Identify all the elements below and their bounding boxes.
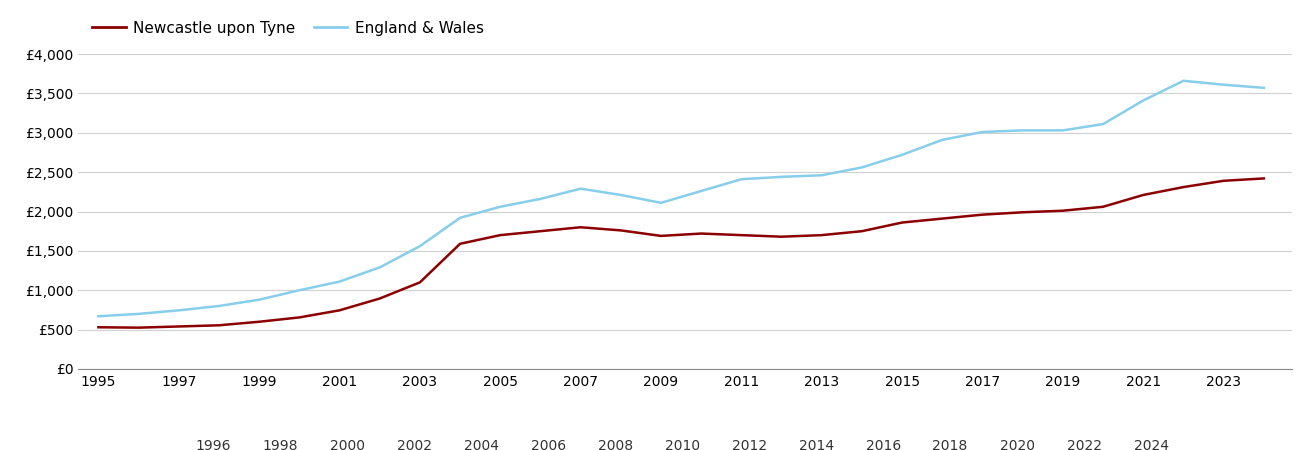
Text: 2024: 2024: [1134, 439, 1168, 450]
Newcastle upon Tyne: [1176, 184, 1191, 190]
England & Wales: [291, 288, 307, 293]
Text: 1998: 1998: [262, 439, 298, 450]
England & Wales: [412, 243, 428, 249]
Newcastle upon Tyne: [1216, 178, 1232, 184]
Newcastle upon Tyne: [412, 279, 428, 285]
Newcastle upon Tyne: [613, 228, 629, 233]
England & Wales: [1015, 128, 1031, 133]
England & Wales: [774, 174, 790, 180]
Newcastle upon Tyne: [693, 231, 709, 236]
England & Wales: [693, 188, 709, 194]
England & Wales: [934, 137, 950, 143]
England & Wales: [975, 129, 990, 135]
Text: 2022: 2022: [1066, 439, 1101, 450]
Legend: Newcastle upon Tyne, England & Wales: Newcastle upon Tyne, England & Wales: [86, 14, 491, 41]
Text: 2000: 2000: [330, 439, 365, 450]
England & Wales: [453, 215, 468, 220]
Newcastle upon Tyne: [1135, 192, 1151, 198]
England & Wales: [1054, 128, 1070, 133]
England & Wales: [1176, 78, 1191, 84]
England & Wales: [90, 314, 106, 319]
Newcastle upon Tyne: [211, 323, 227, 328]
England & Wales: [171, 308, 187, 313]
England & Wales: [331, 279, 347, 284]
Newcastle upon Tyne: [331, 308, 347, 313]
Newcastle upon Tyne: [453, 241, 468, 247]
England & Wales: [1095, 122, 1111, 127]
Newcastle upon Tyne: [573, 225, 589, 230]
Text: 2016: 2016: [865, 439, 900, 450]
Newcastle upon Tyne: [934, 216, 950, 221]
Newcastle upon Tyne: [171, 324, 187, 329]
Newcastle upon Tyne: [1054, 208, 1070, 213]
England & Wales: [613, 192, 629, 198]
England & Wales: [894, 152, 910, 158]
Newcastle upon Tyne: [1015, 210, 1031, 215]
England & Wales: [1216, 82, 1232, 87]
England & Wales: [853, 165, 869, 170]
England & Wales: [814, 172, 830, 178]
Text: 2010: 2010: [664, 439, 699, 450]
Newcastle upon Tyne: [894, 220, 910, 225]
Newcastle upon Tyne: [372, 296, 388, 301]
Newcastle upon Tyne: [774, 234, 790, 239]
Text: 2002: 2002: [397, 439, 432, 450]
Newcastle upon Tyne: [90, 324, 106, 330]
England & Wales: [372, 265, 388, 270]
Newcastle upon Tyne: [492, 232, 508, 238]
Text: 2020: 2020: [1000, 439, 1035, 450]
Newcastle upon Tyne: [654, 233, 669, 238]
Newcastle upon Tyne: [1095, 204, 1111, 209]
Line: Newcastle upon Tyne: Newcastle upon Tyne: [98, 178, 1263, 328]
Newcastle upon Tyne: [853, 229, 869, 234]
England & Wales: [573, 186, 589, 191]
Text: 2014: 2014: [799, 439, 834, 450]
Text: 2008: 2008: [598, 439, 633, 450]
England & Wales: [654, 200, 669, 206]
Newcastle upon Tyne: [291, 315, 307, 320]
Newcastle upon Tyne: [532, 229, 548, 234]
Text: 2004: 2004: [463, 439, 499, 450]
Text: 2012: 2012: [732, 439, 767, 450]
England & Wales: [130, 311, 146, 317]
England & Wales: [492, 204, 508, 209]
Newcastle upon Tyne: [252, 319, 268, 324]
Newcastle upon Tyne: [130, 325, 146, 330]
England & Wales: [1135, 98, 1151, 103]
Newcastle upon Tyne: [814, 232, 830, 238]
Text: 1996: 1996: [196, 439, 231, 450]
Newcastle upon Tyne: [1255, 176, 1271, 181]
Newcastle upon Tyne: [733, 232, 749, 238]
Text: 2006: 2006: [531, 439, 566, 450]
Newcastle upon Tyne: [975, 212, 990, 217]
England & Wales: [1255, 85, 1271, 90]
England & Wales: [252, 297, 268, 302]
Text: 2018: 2018: [933, 439, 968, 450]
England & Wales: [532, 196, 548, 202]
Line: England & Wales: England & Wales: [98, 81, 1263, 316]
England & Wales: [733, 176, 749, 182]
England & Wales: [211, 303, 227, 309]
